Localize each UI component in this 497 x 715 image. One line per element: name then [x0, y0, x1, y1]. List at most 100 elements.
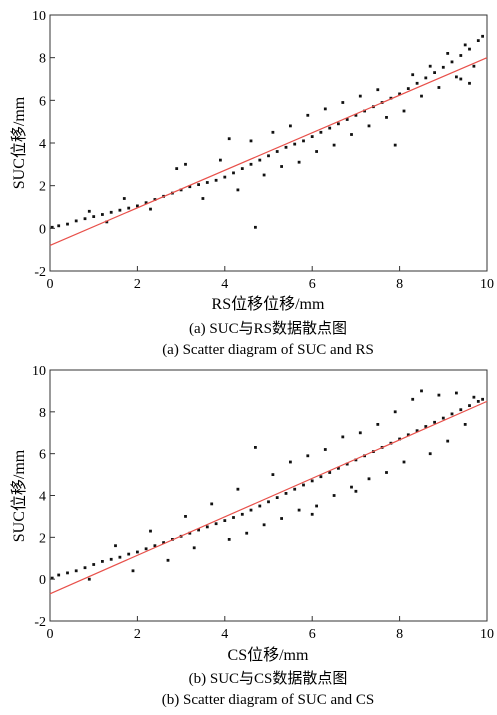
data-point	[306, 454, 310, 458]
data-point	[363, 109, 366, 113]
data-point	[201, 197, 205, 200]
points-a	[50, 34, 484, 229]
x-tick-label: 4	[221, 627, 228, 642]
x-tick-label: 0	[47, 627, 54, 642]
y-tick-label: 2	[39, 531, 46, 546]
data-point	[481, 397, 484, 401]
data-point	[459, 77, 463, 81]
data-point	[197, 183, 200, 186]
data-point	[219, 158, 222, 162]
x-tick-label: 10	[480, 277, 494, 292]
data-point	[328, 471, 332, 474]
y-tick-label: 10	[32, 9, 46, 24]
data-point	[258, 504, 262, 508]
data-point	[468, 81, 471, 85]
data-point	[267, 500, 270, 504]
data-point	[289, 460, 292, 464]
data-point	[188, 185, 192, 189]
data-point	[162, 541, 165, 544]
data-point	[337, 466, 340, 470]
data-point	[74, 219, 78, 223]
data-point	[149, 529, 152, 533]
data-point	[197, 528, 200, 532]
data-point	[310, 479, 314, 483]
data-point	[332, 494, 336, 497]
data-point	[354, 489, 358, 493]
data-point	[236, 487, 240, 491]
data-point	[136, 550, 139, 554]
data-point	[341, 101, 345, 104]
data-point	[297, 508, 301, 512]
data-point	[262, 523, 266, 527]
data-point	[337, 122, 340, 126]
data-point	[433, 71, 436, 74]
data-point	[175, 167, 179, 170]
data-point	[450, 60, 454, 64]
data-point	[389, 96, 393, 100]
data-point	[280, 165, 283, 168]
data-point	[92, 215, 96, 218]
data-point	[284, 145, 288, 149]
plot-frame-b	[49, 369, 488, 622]
caption-en-b: (b) Scatter diagram of SUC and CS	[162, 692, 374, 708]
y-tick-label: 4	[39, 137, 46, 152]
plot-frame-a	[49, 14, 488, 272]
data-point	[437, 86, 441, 89]
data-point	[472, 64, 476, 68]
data-point	[136, 204, 139, 208]
data-point	[354, 458, 358, 462]
data-point	[297, 160, 301, 164]
data-point	[289, 124, 292, 128]
data-point	[385, 471, 388, 474]
data-point	[127, 552, 131, 556]
data-point	[345, 462, 349, 466]
data-point	[118, 208, 122, 212]
x-tick-label: 8	[396, 627, 403, 642]
data-point	[192, 546, 196, 550]
data-point	[144, 201, 148, 205]
data-point	[149, 207, 152, 211]
data-point	[223, 519, 227, 522]
data-point	[341, 435, 345, 439]
data-point	[258, 158, 262, 162]
data-point	[315, 150, 318, 153]
data-point	[118, 555, 122, 559]
data-point	[319, 475, 323, 479]
data-point	[367, 124, 371, 128]
x-tick-label: 10	[480, 627, 494, 642]
caption-en-a: (a) Scatter diagram of SUC and RS	[162, 342, 374, 358]
data-point	[310, 135, 314, 138]
x-axis-label-a: RS位移位移/mm	[212, 295, 325, 313]
data-point	[376, 423, 380, 426]
data-point	[441, 416, 445, 420]
data-point	[271, 130, 275, 134]
data-point	[227, 137, 231, 141]
data-point	[66, 571, 69, 575]
data-point	[481, 34, 484, 38]
y-tick-label: 8	[39, 52, 46, 67]
y-tick-label: -2	[34, 265, 46, 280]
data-point	[166, 558, 170, 562]
x-tick-label: 2	[134, 277, 141, 292]
data-point	[50, 225, 54, 229]
data-point	[293, 142, 297, 146]
data-point	[188, 531, 192, 535]
data-point	[455, 391, 458, 395]
y-tick-label: 8	[39, 406, 46, 421]
data-point	[223, 175, 227, 179]
data-point	[184, 162, 187, 166]
data-point	[153, 198, 157, 201]
data-point	[205, 181, 209, 184]
data-point	[184, 515, 187, 518]
data-point	[249, 139, 253, 143]
y-tick-label: 4	[39, 490, 46, 505]
data-point	[57, 573, 61, 577]
data-point	[446, 439, 450, 443]
data-point	[424, 76, 428, 80]
data-point	[275, 496, 279, 499]
y-axis-label-a: SUC位移/mm	[10, 96, 28, 189]
y-tick-label: 10	[32, 364, 46, 379]
x-tick-label: 6	[309, 277, 316, 292]
